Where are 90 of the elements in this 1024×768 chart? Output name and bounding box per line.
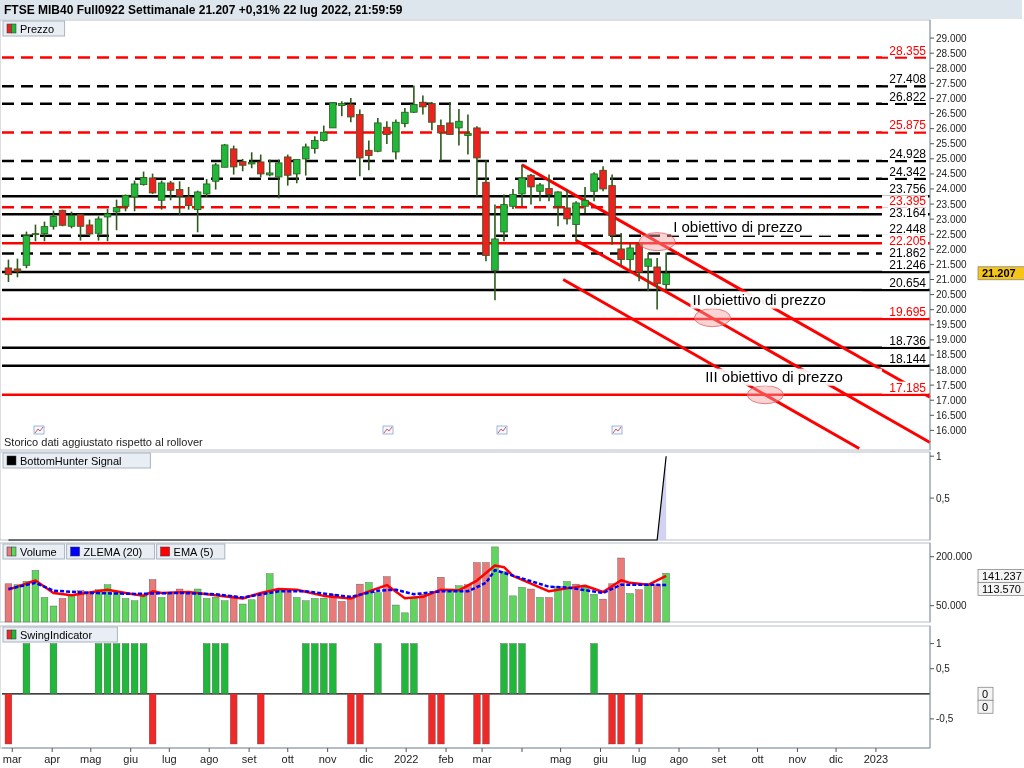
y-tick-label: 23.000 xyxy=(936,213,968,225)
x-tick-label: ago xyxy=(669,753,689,765)
x-tick-label: mag xyxy=(80,753,102,765)
ref-line-label: 18.736 xyxy=(889,333,927,348)
x-tick-label: feb xyxy=(438,753,454,765)
y-tick-label: 29.000 xyxy=(936,32,968,44)
y-tick-label: 18.000 xyxy=(936,364,968,376)
y-tick-label: 0,5 xyxy=(936,492,951,504)
ref-line-label: 17.185 xyxy=(889,380,927,395)
y-tick-label: 24.000 xyxy=(936,183,968,195)
ref-line-label: 22.448 xyxy=(889,221,927,236)
x-tick-label: giu xyxy=(593,753,608,765)
y-tick-label: 22.000 xyxy=(936,243,968,255)
x-tick-label: ago xyxy=(200,753,219,765)
x-tick-label: set xyxy=(241,753,257,765)
ref-line-label: 26.822 xyxy=(889,89,927,104)
x-tick-label: ott xyxy=(751,753,764,765)
chart-title: FTSE MIB40 Full0922 Settimanale 21.207 +0,31% 22 lug 2022, 21:59:59 xyxy=(4,3,403,17)
y-tick-label: 28.000 xyxy=(936,62,968,74)
ref-line-label: 19.695 xyxy=(889,304,927,319)
x-tick-label: lug xyxy=(161,753,177,765)
legend-label: SwingIndicator xyxy=(20,628,93,641)
y-tick-label: -0,5 xyxy=(936,713,954,725)
y-tick-label: 27.000 xyxy=(936,92,968,104)
x-tick-label: mag xyxy=(549,753,572,765)
ref-line-label: 21.246 xyxy=(889,258,927,273)
x-tick-label: nov xyxy=(788,753,807,765)
text: 0 xyxy=(982,700,989,713)
y-tick-label: 16.000 xyxy=(936,424,968,436)
ref-line-label: 23.756 xyxy=(889,182,927,197)
annotation: Storico dati aggiustato rispetto al rollover xyxy=(4,436,204,448)
ref-line-label: 21.862 xyxy=(889,245,927,260)
y-tick-label: 26.500 xyxy=(936,108,968,120)
y-tick-label: 20.000 xyxy=(936,304,968,316)
x-tick-label: lug xyxy=(631,753,647,765)
y-tick-label: 20.500 xyxy=(936,289,968,301)
text: 113.570 xyxy=(982,582,1021,595)
y-tick-label: 27.500 xyxy=(936,77,968,89)
legend-label: Volume xyxy=(20,545,57,558)
x-tick-label: 2023 xyxy=(863,753,889,765)
y-tick-label: 19.000 xyxy=(936,334,968,346)
ref-line-label: 24.342 xyxy=(889,164,927,179)
y-tick-label: 1 xyxy=(936,638,942,650)
ref-line-label: 23.164 xyxy=(889,206,927,221)
y-tick-label: 0,5 xyxy=(936,663,951,675)
text: 141.237 xyxy=(982,569,1022,582)
ref-line-label: 27.408 xyxy=(889,72,927,87)
y-tick-label: 24.500 xyxy=(936,168,968,180)
y-tick-label: 19.500 xyxy=(936,319,968,331)
x-tick-label: giu xyxy=(123,753,139,765)
y-tick-label: 26.000 xyxy=(936,123,968,135)
y-tick-label: 17.500 xyxy=(936,379,968,391)
y-tick-label: 22.500 xyxy=(936,228,968,240)
x-tick-label: mar xyxy=(472,753,492,765)
annotation: II obiettivo di prezzo xyxy=(692,290,826,308)
y-tick-label: 1 xyxy=(936,450,942,462)
ref-line-label: 28.355 xyxy=(889,43,927,58)
x-tick-label: 2022 xyxy=(393,753,419,765)
y-tick-label: 200.000 xyxy=(936,551,973,563)
y-tick-label: 25.500 xyxy=(936,138,968,150)
y-tick-label: 21.000 xyxy=(936,274,968,286)
ref-line-label: 24.928 xyxy=(889,146,927,161)
y-tick-label: 23.500 xyxy=(936,198,968,210)
ref-line-label: 22.205 xyxy=(889,233,927,248)
legend-label: ZLEMA (20) xyxy=(83,545,143,558)
y-tick-label: 28.500 xyxy=(936,47,968,59)
y-tick-label: 50.000 xyxy=(936,600,968,612)
x-tick-label: mar xyxy=(2,753,23,765)
y-tick-label: 21.500 xyxy=(936,258,968,270)
ref-line-label: 25.875 xyxy=(889,118,927,133)
x-tick-label: ott xyxy=(281,753,294,765)
text: 21.207 xyxy=(982,267,1016,280)
annotation: III obiettivo di prezzo xyxy=(705,367,843,385)
ref-line-label: 20.654 xyxy=(889,275,927,290)
x-tick-label: apr xyxy=(44,753,61,765)
x-tick-label: dic xyxy=(359,753,374,765)
x-tick-label: set xyxy=(711,753,727,765)
y-tick-label: 18.500 xyxy=(936,349,968,361)
legend-label: BottomHunter Signal xyxy=(20,454,122,467)
x-tick-label: dic xyxy=(829,753,844,765)
legend-title: Prezzo xyxy=(20,22,55,35)
legend-label: EMA (5) xyxy=(173,545,214,558)
x-tick-label: nov xyxy=(318,753,337,765)
ref-line-label: 23.395 xyxy=(889,194,927,209)
y-tick-label: 17.000 xyxy=(936,394,968,406)
y-tick-label: 25.000 xyxy=(936,153,968,165)
text: 0 xyxy=(982,687,989,700)
ref-line-label: 18.144 xyxy=(889,351,927,366)
annotation: I obiettivo di prezzo xyxy=(673,217,803,235)
y-tick-label: 16.500 xyxy=(936,409,968,421)
